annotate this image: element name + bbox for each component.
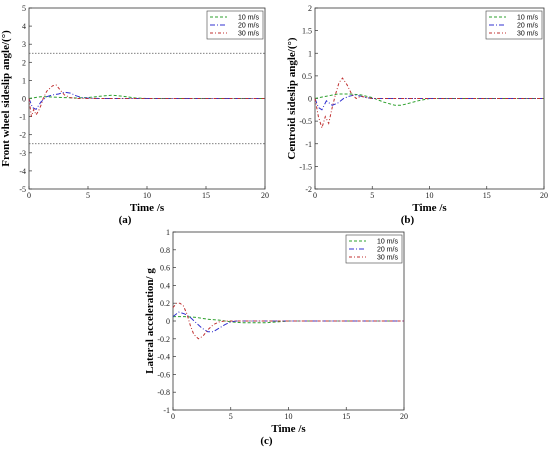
x-tick-label: 15: [483, 191, 491, 200]
x-tick-label: 15: [202, 191, 210, 200]
y-tick-label: 0.5: [302, 72, 312, 81]
series-line-10-m-s: [28, 94, 265, 99]
legend: 10 m/s20 m/s30 m/s: [485, 10, 543, 40]
y-tick-label: -0.2: [157, 335, 170, 344]
y-tick-label: 2: [308, 4, 312, 13]
y-tick-label: 0.6: [160, 264, 170, 273]
legend-entry: 20 m/s: [517, 23, 539, 30]
series-line-30-m-s: [28, 84, 265, 117]
x-tick-label: 5: [229, 412, 233, 421]
chart-panel-c: 0 5 10 15 20 -1 -0.8 -0.6 -0.4 -0.2 0 0.2 0.4 0.6 0.8 1…: [144, 228, 408, 447]
y-tick-label: 0: [308, 95, 312, 104]
panel-label: (a): [119, 214, 132, 226]
y-tick-label: 1: [166, 228, 170, 237]
x-tick-label: 10: [426, 191, 434, 200]
x-tick-label: 20: [540, 191, 548, 200]
legend-box: [345, 234, 403, 264]
series-line-20-m-s: [314, 94, 544, 111]
y-tick-label: 5: [22, 4, 26, 13]
y-tick-label: -0.4: [157, 353, 170, 362]
legend-entry: 20 m/s: [238, 23, 260, 30]
x-tick-label: 5: [86, 191, 90, 200]
series-line-20-m-s: [172, 311, 404, 333]
y-tick-label: -1: [163, 406, 170, 415]
y-tick-label: -0.8: [157, 388, 170, 397]
legend-entry: 10 m/s: [238, 15, 260, 22]
y-tick-label: 0: [22, 95, 26, 104]
y-tick-label: 4: [22, 22, 26, 31]
x-tick-label: 0: [171, 412, 175, 421]
legend-box: [485, 10, 543, 40]
x-axis-label: Time /s: [271, 423, 306, 435]
legend-entry: 30 m/s: [238, 31, 260, 38]
legend-entry: 10 m/s: [517, 15, 539, 22]
y-tick-label: -1.5: [299, 162, 312, 171]
y-tick-label: -2: [305, 185, 312, 194]
legend-entry: 10 m/s: [377, 239, 399, 246]
x-tick-label: 20: [261, 191, 269, 200]
y-tick-label: -1: [19, 113, 26, 122]
x-tick-label: 0: [313, 191, 317, 200]
legend-entry: 30 m/s: [517, 31, 539, 38]
legend-box: [206, 10, 264, 40]
y-tick-label: 1: [22, 76, 26, 85]
series-line-10-m-s: [314, 93, 544, 106]
series-line-30-m-s: [172, 302, 404, 340]
y-tick-label: -2: [19, 131, 26, 140]
legend-entry: 20 m/s: [377, 247, 399, 254]
legend-entry: 30 m/s: [377, 255, 399, 262]
panel-label: (c): [260, 435, 273, 447]
x-tick-label: 0: [27, 191, 31, 200]
y-tick-label: 3: [22, 40, 26, 49]
panel-label: (b): [401, 214, 415, 226]
y-tick-label: -1: [305, 140, 312, 149]
y-tick-label: -0.5: [299, 117, 312, 126]
x-tick-label: 15: [342, 412, 350, 421]
series-line-10-m-s: [173, 316, 404, 324]
x-tick-label: 10: [285, 412, 293, 421]
y-tick-label: 0.8: [160, 246, 170, 255]
x-axis-label: Time /s: [130, 202, 165, 214]
legend: 10 m/s20 m/s30 m/s: [345, 234, 403, 264]
y-axis-label: Centroid sideslip angle/(°): [286, 37, 298, 159]
y-axis-label: Lateral acceleration/ g: [144, 268, 156, 374]
y-tick-label: -5: [19, 185, 26, 194]
legend: 10 m/s20 m/s30 m/s: [206, 10, 264, 40]
y-tick-label: 0.4: [160, 281, 170, 290]
series-line-30-m-s: [314, 77, 544, 130]
chart-panel-a: 0 5 10 15 20 -5 -4 -3 -2 -1 0 1 2 3 4 5 10 m/s20 m/s30 m…: [0, 4, 269, 226]
y-tick-label: 0: [166, 317, 170, 326]
x-tick-label: 20: [400, 412, 408, 421]
y-tick-label: -4: [19, 167, 26, 176]
y-tick-label: -0.6: [157, 370, 170, 379]
y-axis-label: Front wheel sideslip angle/(°): [0, 30, 12, 167]
x-axis-label: Time /s: [412, 202, 447, 214]
y-tick-label: 1.5: [302, 27, 312, 36]
x-tick-label: 10: [143, 191, 151, 200]
y-tick-label: 1: [308, 49, 312, 58]
x-tick-label: 5: [370, 191, 374, 200]
y-tick-label: 2: [22, 58, 26, 67]
y-tick-label: -3: [19, 149, 26, 158]
chart-panel-b: 0 5 10 15 20 -2 -1.5 -1 -0.5 0 0.5 1 1.5 2 10 m/s20 m/…: [286, 4, 548, 226]
y-tick-label: 0.2: [160, 299, 170, 308]
